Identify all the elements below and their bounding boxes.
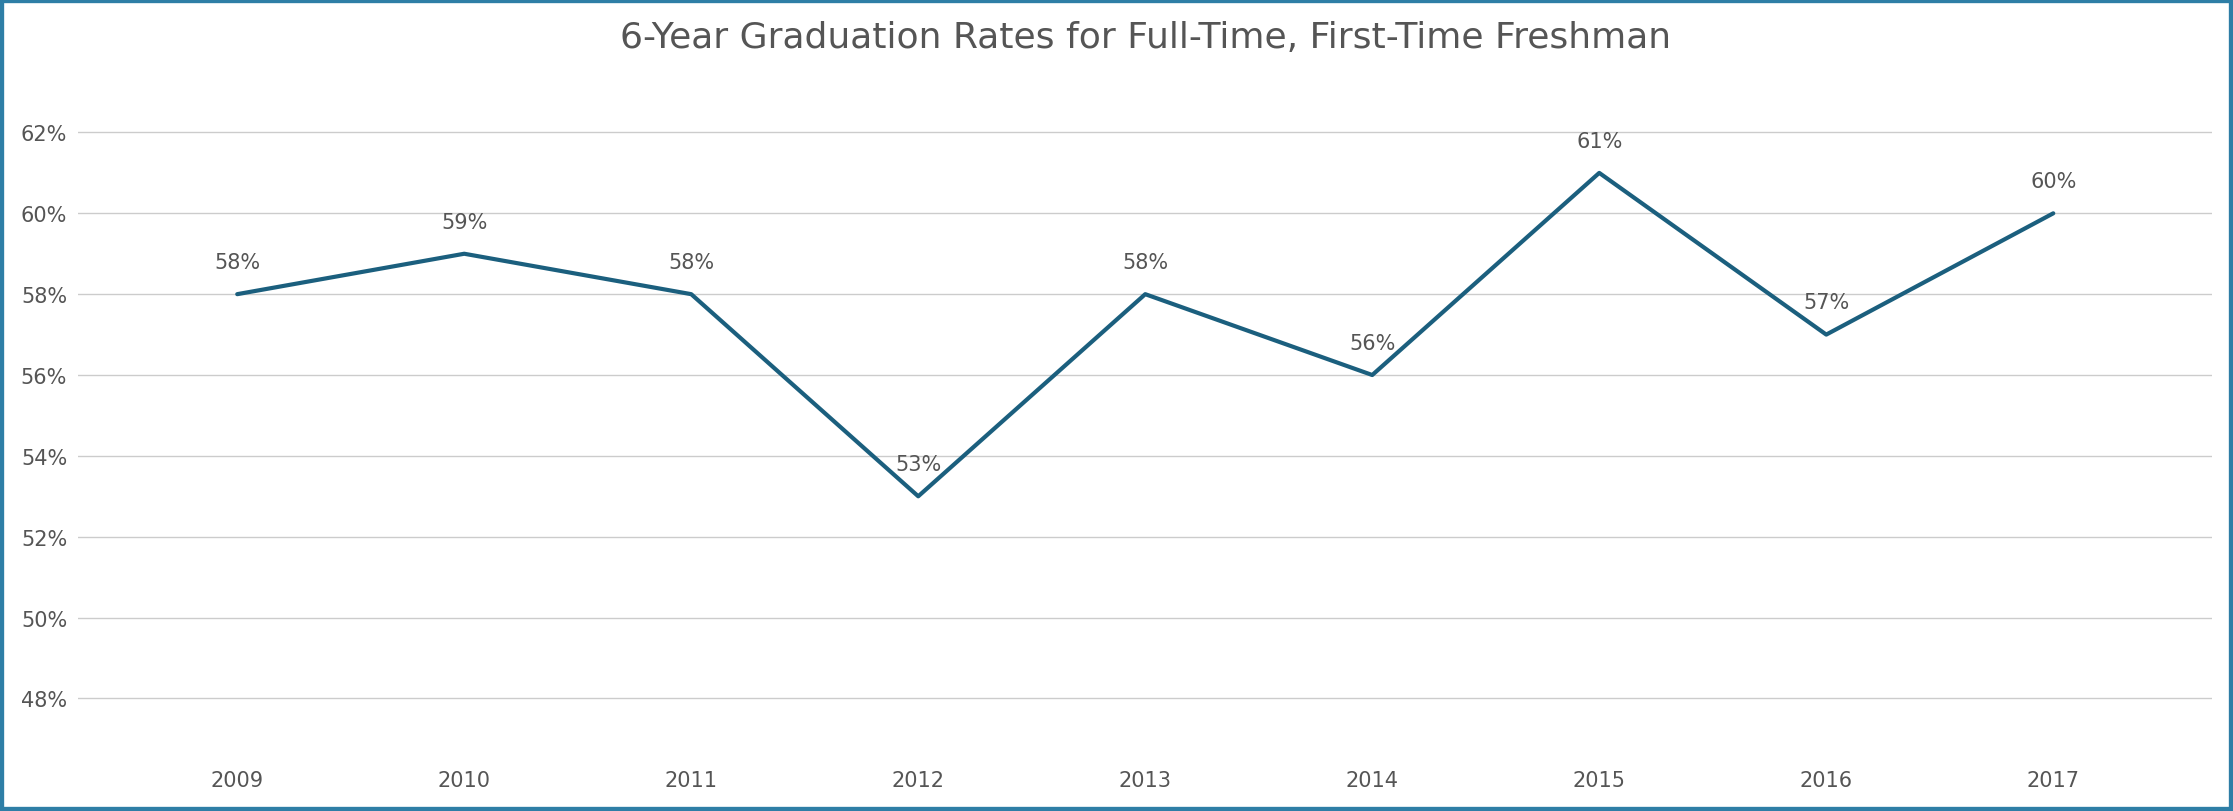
Text: 57%: 57%	[1802, 293, 1849, 313]
Text: 60%: 60%	[2030, 172, 2077, 192]
Text: 58%: 58%	[1123, 252, 1168, 272]
Title: 6-Year Graduation Rates for Full-Time, First-Time Freshman: 6-Year Graduation Rates for Full-Time, F…	[621, 21, 1670, 55]
Text: 59%: 59%	[442, 212, 487, 232]
Text: 61%: 61%	[1576, 131, 1623, 152]
Text: 58%: 58%	[214, 252, 261, 272]
Text: 53%: 53%	[895, 454, 942, 474]
Text: 56%: 56%	[1349, 333, 1396, 354]
Text: 58%: 58%	[668, 252, 715, 272]
